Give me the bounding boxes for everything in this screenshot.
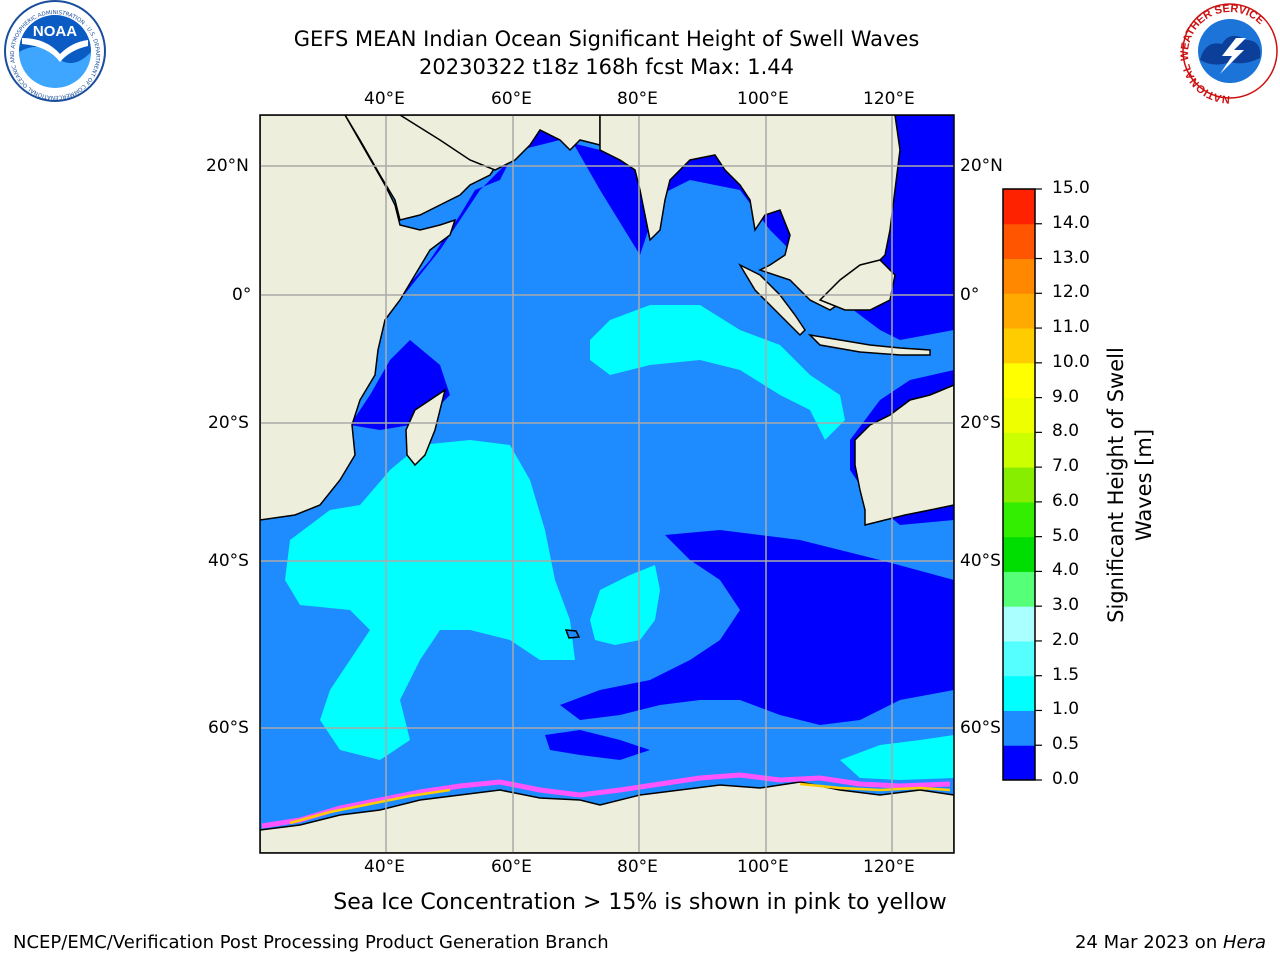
colorbar-swatch [1003, 501, 1035, 538]
lon-tick-bottom-60e: 60°E [491, 857, 532, 877]
lon-tick-top-60e: 60°E [491, 89, 532, 109]
lat-tick-right-40s: 40°S [960, 551, 1001, 571]
colorbar [1003, 188, 1042, 781]
colorbar-tick-label: 4.0 [1052, 560, 1080, 581]
lon-tick-top-100e: 100°E [737, 89, 789, 109]
high-swell-south-mid [590, 565, 660, 645]
land-borneo-indonesia [818, 259, 896, 311]
lon-tick-bottom-40e: 40°E [364, 857, 405, 877]
sea-ice-edge [261, 772, 951, 829]
chart-subtitle: 20230322 t18z 168h fcst Max: 1.44 [419, 55, 794, 79]
colorbar-swatch [1003, 189, 1035, 225]
lat-tick-left-0: 0° [232, 285, 252, 305]
low-swell-south-east [560, 530, 954, 725]
footer-credit: NCEP/EMC/Verification Post Processing Pr… [13, 932, 609, 953]
colorbar-tick-label: 0.0 [1052, 769, 1080, 789]
high-swell-south-west [285, 440, 575, 760]
colorbar-swatch [1003, 467, 1035, 503]
sea-ice-yellow [289, 782, 951, 825]
land-madagascar [405, 388, 447, 467]
lon-tick-bottom-80e: 80°E [617, 857, 658, 877]
footer-date: 24 Mar 2023 on Hera [1075, 932, 1266, 953]
land-sumatra [738, 263, 806, 337]
colorbar-tick-label: 9.0 [1052, 386, 1080, 407]
colorbar-tick-label: 10.0 [1052, 351, 1090, 372]
lat-tick-left-20n: 20°N [206, 156, 249, 176]
colorbar-swatch [1003, 328, 1035, 364]
colorbar-tick-label: 14.0 [1052, 212, 1090, 233]
lat-tick-left-60s: 60°S [208, 718, 249, 738]
colorbar-swatch [1003, 223, 1035, 260]
lon-tick-top-40e: 40°E [364, 89, 405, 109]
land-africa [260, 115, 457, 521]
footer-host: Hera [1222, 932, 1266, 953]
colorbar-swatch [1003, 710, 1035, 746]
lon-tick-top-80e: 80°E [617, 89, 658, 109]
lat-tick-right-20n: 20°N [960, 156, 1003, 176]
colorbar-tick-label: 15.0 [1052, 178, 1090, 198]
high-swell-central [590, 305, 845, 440]
colorbar-tick-label: 7.0 [1052, 456, 1080, 477]
colorbar-swatch [1003, 362, 1035, 399]
lon-tick-bottom-120e: 120°E [863, 857, 915, 877]
colorbar-tick-label: 11.0 [1052, 317, 1090, 338]
colorbar-swatch [1003, 571, 1035, 607]
footer-date-text: 24 Mar 2023 on [1074, 932, 1223, 953]
colorbar-swatch [1003, 745, 1035, 781]
colorbar-tick-label: 3.0 [1052, 595, 1080, 616]
map-gridlines [260, 115, 954, 853]
chart-title: GEFS MEAN Indian Ocean Significant Heigh… [293, 27, 920, 51]
lon-tick-top-120e: 120°E [863, 89, 915, 109]
colorbar-swatch [1003, 293, 1035, 329]
colorbar-swatch [1003, 397, 1035, 433]
lat-tick-left-40s: 40°S [208, 551, 249, 571]
colorbar-swatch [1003, 432, 1035, 468]
noaa-logo-text: NOAA [33, 23, 77, 40]
high-swell-south-east [840, 735, 954, 780]
colorbar-frame [1002, 188, 1036, 781]
colorbar-tick-label: 6.0 [1052, 490, 1080, 511]
colorbar-swatch [1003, 675, 1035, 711]
colorbar-tick-label: 0.5 [1052, 734, 1080, 755]
lon-tick-bottom-100e: 100°E [737, 857, 789, 877]
colorbar-tick-label: 12.0 [1052, 282, 1090, 303]
map-frame [259, 114, 955, 854]
colorbar-swatch [1003, 536, 1035, 572]
colorbar-swatch [1003, 258, 1035, 294]
low-swell-south-small [545, 730, 650, 760]
colorbar-tick-label: 1.5 [1052, 664, 1080, 685]
lat-tick-left-20s: 20°S [208, 413, 249, 433]
colorbar-swatch [1003, 640, 1035, 677]
colorbar-tick-label: 8.0 [1052, 421, 1080, 442]
map-panel [260, 115, 954, 853]
colorbar-tick-label: 2.0 [1052, 629, 1080, 650]
colorbar-tick-label: 13.0 [1052, 247, 1090, 268]
land-antarctica [260, 781, 954, 853]
land-australia [854, 384, 954, 526]
noaa-logo: NOAA NATIONAL OCEANIC AND ATMOSPHERIC AD… [4, 0, 106, 102]
lat-tick-right-0: 0° [960, 285, 980, 305]
lat-tick-right-20s: 20°S [960, 413, 1001, 433]
colorbar-label: Significant Height of Swell Waves [m] [1104, 347, 1156, 623]
colorbar-swatch [1003, 606, 1035, 642]
colorbar-tick-label: 1.0 [1052, 699, 1080, 720]
land-java [807, 333, 931, 356]
sea-ice-caption: Sea Ice Concentration > 15% is shown in … [333, 890, 947, 915]
nws-logo: NATIONAL WEATHER SERVICE [1179, 3, 1278, 105]
colorbar-tick-label: 5.0 [1052, 525, 1080, 546]
lat-tick-right-60s: 60°S [960, 718, 1001, 738]
land-kerguelen [564, 629, 581, 639]
